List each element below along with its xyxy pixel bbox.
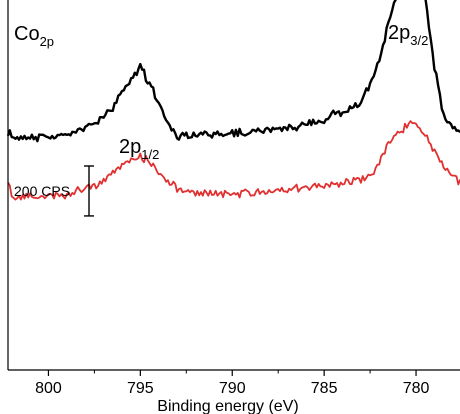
corner-label: Co2p — [14, 23, 54, 49]
x-tick-label-785: 785 — [311, 380, 338, 397]
scale-bar-label: 200 CPS — [14, 183, 70, 199]
x-axis-label: Binding energy (eV) — [157, 398, 298, 414]
x-tick-label-780: 780 — [403, 380, 430, 397]
peak-label-2p-3-2: 2p3/2 — [388, 22, 428, 48]
x-tick-label-800: 800 — [35, 380, 62, 397]
series-1-line — [6, 0, 460, 143]
series-2-line — [7, 120, 460, 201]
annotation-layer: Co2p 2p1/2 2p3/2 200 CPS — [14, 22, 428, 217]
series-layer — [6, 0, 460, 201]
x-tick-label-795: 795 — [127, 380, 154, 397]
axis-layer — [7, 0, 460, 371]
x-tick-label-790: 790 — [219, 380, 246, 397]
tick-layer: 800 795 790 785 780 — [35, 370, 429, 397]
peak-label-2p-1-2: 2p1/2 — [119, 136, 159, 162]
